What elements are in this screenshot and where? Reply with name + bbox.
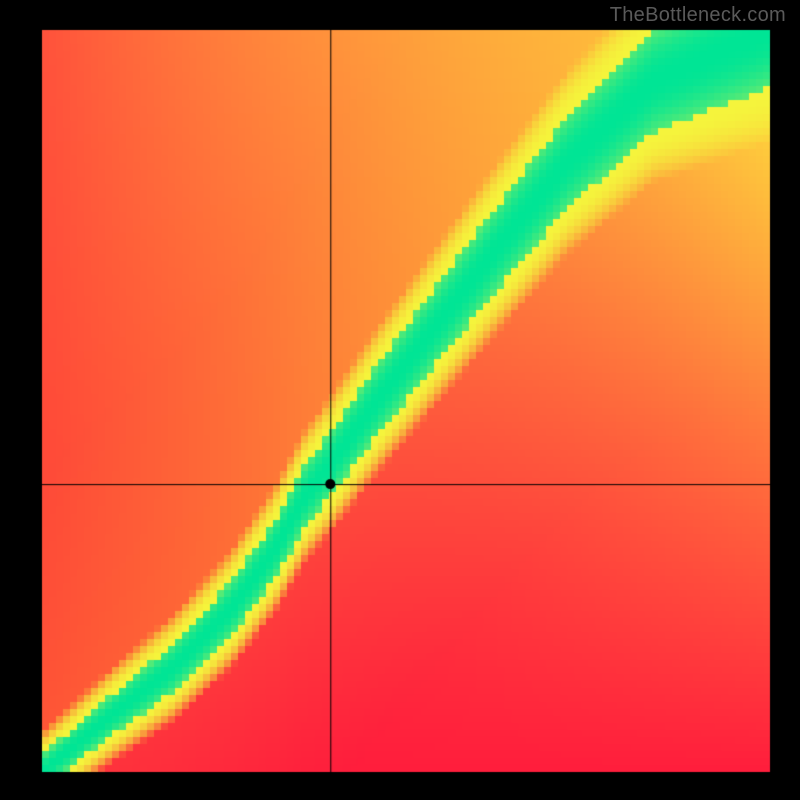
bottleneck-heatmap [0,0,800,800]
watermark-text: TheBottleneck.com [610,4,786,27]
chart-container: TheBottleneck.com [0,0,800,800]
